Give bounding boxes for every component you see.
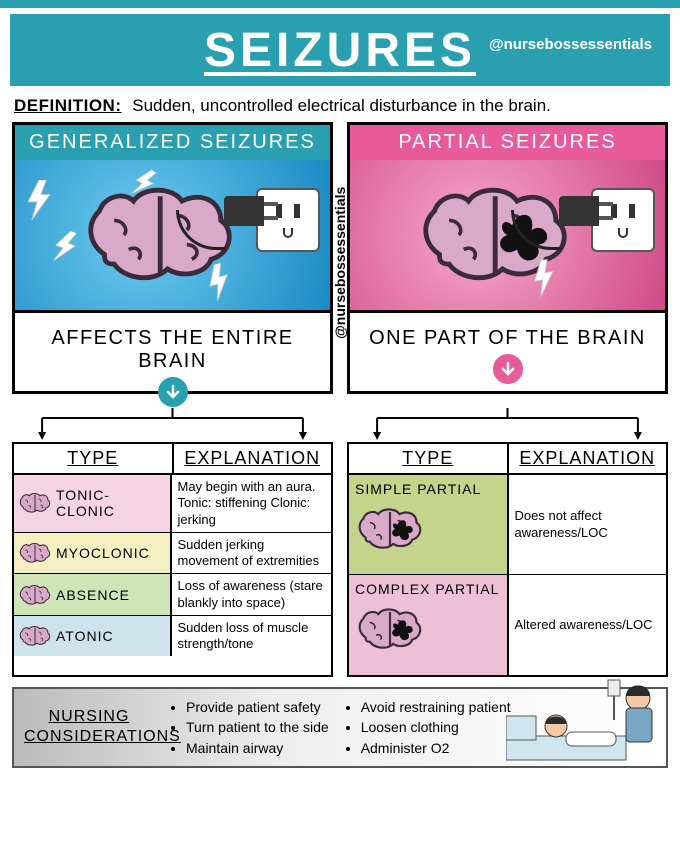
partial-header: PARTIAL SEIZURES	[350, 125, 665, 160]
definition-row: DEFINITION: Sudden, uncontrolled electri…	[0, 86, 680, 122]
brain-icon	[18, 622, 52, 650]
type-cell: ABSENCE	[14, 574, 172, 615]
type-label: SIMPLE PARTIAL	[355, 481, 501, 497]
down-arrow-icon	[493, 354, 523, 384]
table-row: TONIC-CLONICMay begin with an aura. Toni…	[14, 475, 331, 533]
brain-partial-icon	[355, 601, 425, 657]
type-label: TONIC-CLONIC	[56, 487, 166, 519]
type-cell: ATONIC	[14, 616, 172, 657]
generalized-illustration	[15, 160, 330, 310]
table-row: ABSENCE Loss of awareness (stare blankly …	[14, 574, 331, 616]
outlet-icon	[591, 188, 655, 252]
nursing-item: Administer O2	[361, 738, 511, 758]
explanation-cell: Does not affect awareness/LOC	[509, 475, 667, 574]
definition-label: DEFINITION:	[14, 96, 122, 115]
brain-icon	[18, 539, 52, 567]
generalized-table: TYPE EXPLANATION TONIC-CLONICMay begin w…	[12, 442, 333, 677]
table-row: ATONIC Sudden loss of muscle strength/ton…	[14, 616, 331, 657]
plug-icon	[559, 196, 599, 226]
table-row: MYOCLONIC Sudden jerking movement of extr…	[14, 533, 331, 575]
side-handle: @nursebossessentials	[332, 187, 348, 339]
nursing-list-1: Provide patient safetyTurn patient to th…	[170, 697, 329, 758]
nursing-item: Turn patient to the side	[186, 717, 329, 737]
table-row: SIMPLE PARTIAL Does not affect awareness/…	[349, 475, 666, 575]
brain-partial-icon	[355, 501, 425, 557]
table-row: COMPLEX PARTIAL Altered awareness/LOC	[349, 575, 666, 675]
handle-top: @nursebossessentials	[489, 36, 652, 53]
type-label: COMPLEX PARTIAL	[355, 581, 501, 597]
nurse-patient-illustration	[506, 676, 666, 766]
explanation-cell: Sudden loss of muscle strength/tone	[172, 616, 332, 657]
brain-icon	[18, 489, 52, 517]
col-explanation-header: EXPLANATION	[509, 444, 667, 473]
nursing-considerations: NURSING CONSIDERATIONS Provide patient s…	[12, 687, 668, 768]
plug-icon	[224, 196, 264, 226]
nursing-item: Avoid restraining patient	[361, 697, 511, 717]
generalized-header: GENERALIZED SEIZURES	[15, 125, 330, 160]
explanation-cell: Sudden jerking movement of extremities	[172, 533, 332, 574]
explanation-cell: May begin with an aura. Tonic: stiffenin…	[172, 475, 332, 532]
col-type-header: TYPE	[14, 444, 174, 473]
type-label: ATONIC	[56, 628, 114, 644]
nursing-label: NURSING CONSIDERATIONS	[24, 707, 154, 749]
generalized-caption-text: AFFECTS THE ENTIRE BRAIN	[51, 327, 293, 372]
title-banner: SEIZURES @nursebossessentials	[10, 14, 670, 86]
type-cell: COMPLEX PARTIAL	[349, 575, 509, 675]
explanation-cell: Altered awareness/LOC	[509, 575, 667, 675]
type-cell: SIMPLE PARTIAL	[349, 475, 509, 574]
definition-text: Sudden, uncontrolled electrical disturba…	[132, 96, 551, 115]
explanation-cell: Loss of awareness (stare blankly into sp…	[172, 574, 332, 615]
nursing-item: Loosen clothing	[361, 717, 511, 737]
nursing-list-2: Avoid restraining patientLoosen clothing…	[345, 697, 511, 758]
partial-caption: ONE PART OF THE BRAIN	[350, 310, 665, 368]
type-label: ABSENCE	[56, 587, 130, 603]
partial-table: TYPE EXPLANATION SIMPLE PARTIAL Does not …	[347, 442, 668, 677]
top-accent-bar	[0, 0, 680, 8]
type-label: MYOCLONIC	[56, 545, 150, 561]
type-cell: TONIC-CLONIC	[14, 475, 172, 532]
col-type-header: TYPE	[349, 444, 509, 473]
down-arrow-icon	[158, 377, 188, 407]
flow-arrows	[0, 394, 680, 442]
page-title: SEIZURES	[204, 23, 476, 78]
partial-panel: PARTIAL SEIZURES ONE PART OF THE BRAIN	[347, 122, 668, 394]
nursing-item: Provide patient safety	[186, 697, 329, 717]
partial-illustration	[350, 160, 665, 310]
col-explanation-header: EXPLANATION	[174, 444, 332, 473]
generalized-caption: AFFECTS THE ENTIRE BRAIN	[15, 310, 330, 391]
generalized-panel: GENERALIZED SEIZURES AFFECTS THE ENTIRE …	[12, 122, 333, 394]
partial-caption-text: ONE PART OF THE BRAIN	[369, 327, 646, 349]
nursing-item: Maintain airway	[186, 738, 329, 758]
brain-icon	[18, 581, 52, 609]
type-cell: MYOCLONIC	[14, 533, 172, 574]
outlet-icon	[256, 188, 320, 252]
